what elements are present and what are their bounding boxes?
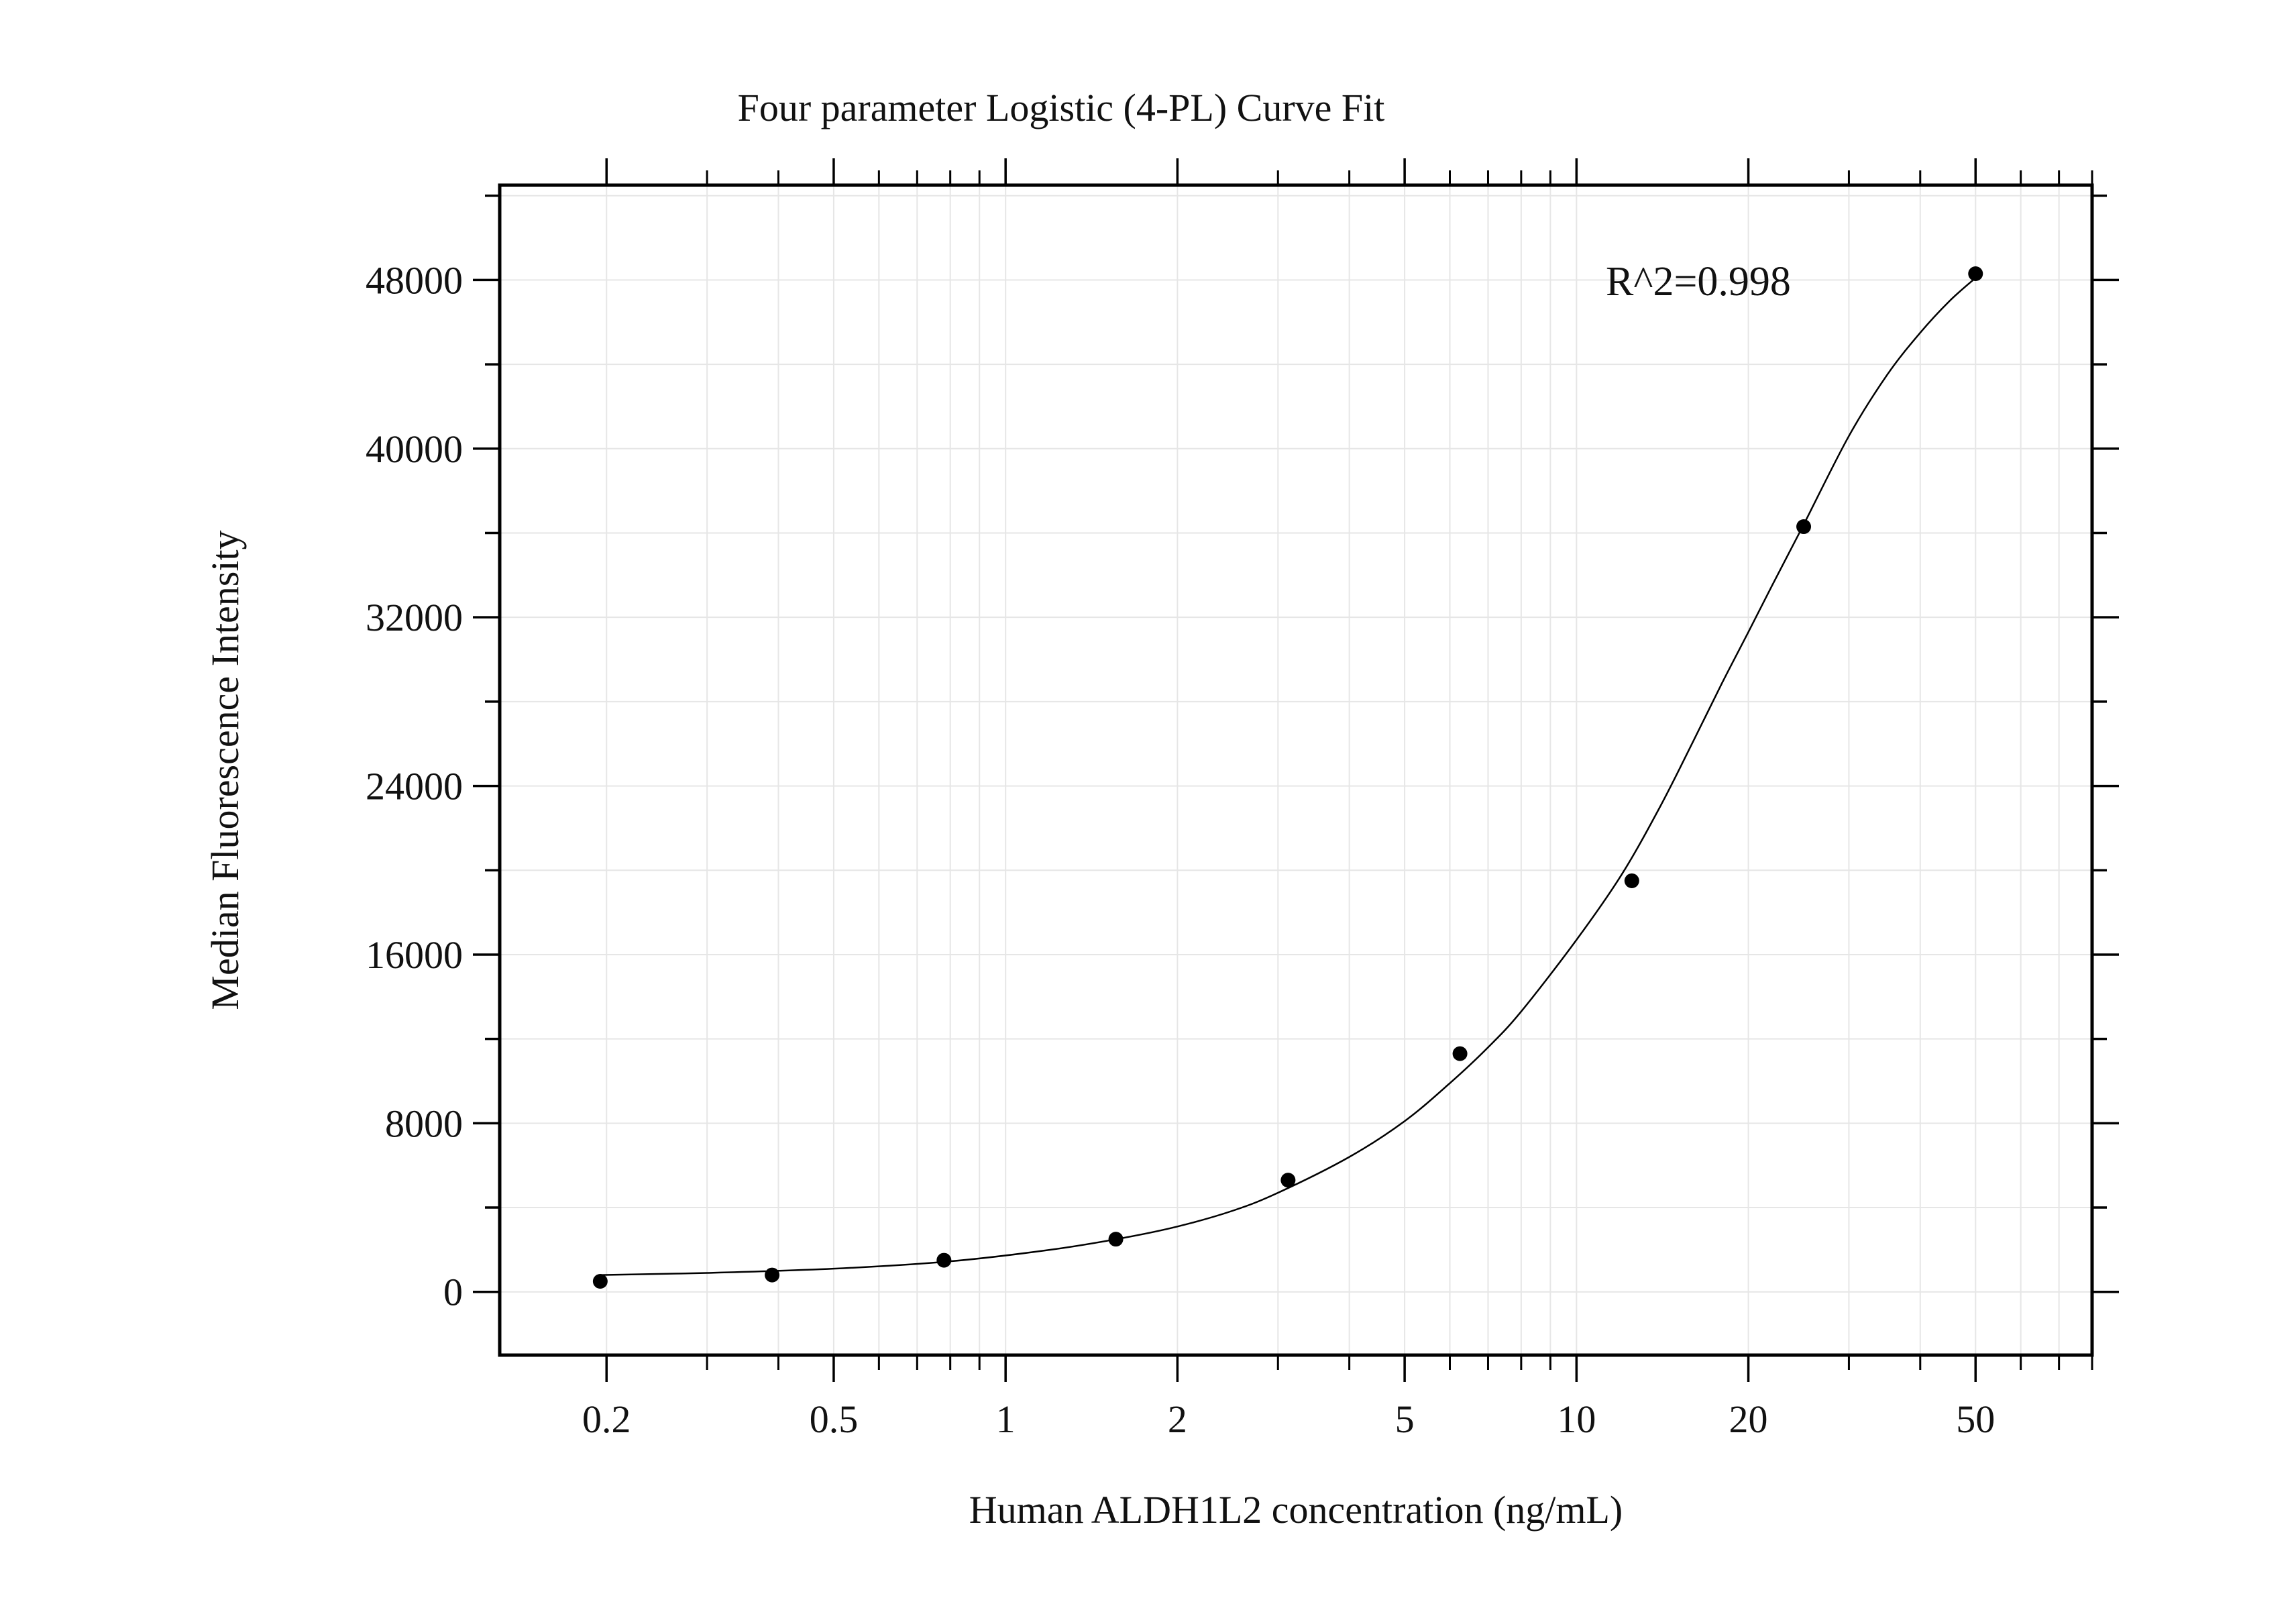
fit-curve-layer [600, 277, 1977, 1276]
chart-title: Four parameter Logistic (4-PL) Curve Fit [738, 86, 1385, 129]
y-tick-label-4: 32000 [366, 596, 463, 639]
data-point-1 [765, 1267, 780, 1283]
y-tick-label-1: 8000 [385, 1102, 463, 1145]
data-point-4 [1280, 1173, 1296, 1188]
y-tick-label-5: 40000 [366, 427, 463, 471]
x-axis-label: Human ALDH1L2 concentration (ng/mL) [969, 1488, 1623, 1532]
x-tick-label-4: 5 [1395, 1397, 1415, 1441]
data-point-3 [1108, 1232, 1124, 1247]
y-tick-labels: 0 8000 16000 24000 32000 40000 48000 [366, 258, 463, 1314]
x-tick-label-0: 0.2 [582, 1397, 631, 1441]
x-tick-label-7: 50 [1956, 1397, 1995, 1441]
y-tick-label-6: 48000 [366, 258, 463, 302]
x-tick-labels: 0.2 0.5 1 2 5 10 20 50 [582, 1397, 1995, 1441]
x-tick-label-2: 1 [996, 1397, 1016, 1441]
fit-curve [600, 277, 1977, 1276]
y-axis-label: Median Fluorescence Intensity [203, 530, 247, 1010]
x-tick-label-5: 10 [1557, 1397, 1596, 1441]
r-squared-annotation: R^2=0.998 [1606, 259, 1791, 305]
gridlines [500, 185, 2093, 1355]
data-point-7 [1796, 519, 1812, 535]
data-point-8 [1968, 266, 1983, 281]
x-tick-label-3: 2 [1168, 1397, 1187, 1441]
y-tick-label-2: 16000 [366, 933, 463, 977]
x-tick-label-1: 0.5 [810, 1397, 859, 1441]
axis-ticks [473, 158, 2119, 1382]
data-points-layer [592, 266, 1983, 1289]
data-point-2 [936, 1252, 952, 1268]
data-point-6 [1624, 873, 1639, 888]
y-tick-label-0: 0 [443, 1271, 463, 1314]
y-tick-label-3: 24000 [366, 765, 463, 808]
data-point-5 [1452, 1046, 1468, 1061]
plot-frame [498, 183, 2094, 1357]
data-point-0 [592, 1274, 608, 1289]
x-tick-label-6: 20 [1729, 1397, 1768, 1441]
